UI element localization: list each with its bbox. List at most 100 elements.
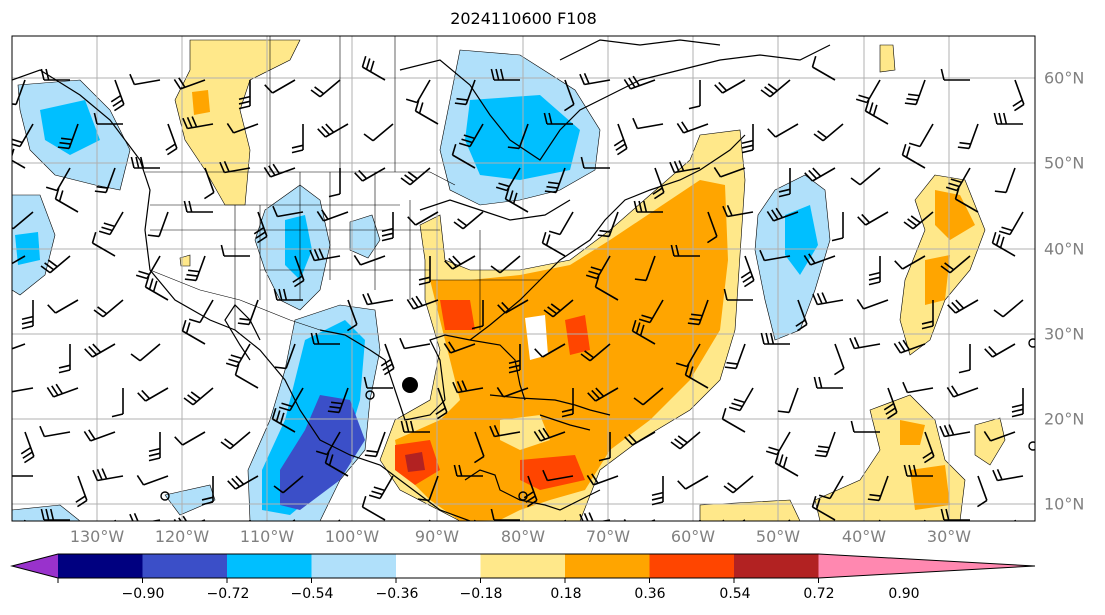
wind-barb-icon (490, 255, 521, 274)
positive-strong-core (440, 300, 475, 330)
wind-barb-icon (263, 163, 296, 178)
wind-barb-icon (803, 253, 836, 266)
wind-barb-icon (292, 255, 305, 288)
wind-barb-icon (310, 332, 340, 345)
wind-barb-icon (939, 424, 971, 438)
wind-barb-icon (183, 200, 213, 213)
wind-barb-icon (327, 387, 349, 414)
wind-barb-icon (94, 167, 116, 194)
calm-circle-icon (365, 390, 375, 400)
storm-center-icon (402, 377, 418, 393)
wind-barb-icon (766, 207, 799, 222)
wind-barb-icon (760, 79, 791, 98)
positive-core (192, 90, 210, 115)
colorbar-segment (58, 554, 143, 578)
wind-barb-icon (765, 431, 791, 456)
wind-barb-icon (922, 431, 935, 464)
wind-barb-icon (174, 431, 206, 446)
wind-barb-icon (759, 249, 791, 262)
wind-barb-icon (774, 451, 799, 477)
colorbar-tick: −0.90 (121, 586, 165, 602)
negative-region (12, 504, 81, 521)
lat-label: 40°N (1044, 239, 1085, 259)
wind-barb-icon (651, 476, 664, 506)
lat-label: 60°N (1044, 68, 1085, 88)
wind-barb-icon (20, 431, 35, 464)
lat-label: 20°N (1044, 409, 1085, 429)
positive-core (900, 420, 925, 445)
wind-barb-icon (902, 381, 934, 394)
wind-barb-icon (182, 116, 214, 130)
wind-barb-icon (984, 343, 1016, 358)
wind-barb-icon (201, 476, 214, 506)
wind-barb-icon (850, 167, 881, 186)
wind-barb-icon (495, 167, 521, 192)
wind-barb-icon (489, 425, 521, 438)
colorbar-segment (649, 554, 735, 578)
wind-barb-icon (767, 123, 799, 138)
wind-barb-icon (983, 431, 1016, 442)
wind-barb-icon (811, 495, 836, 521)
wind-barb-icon (454, 79, 476, 106)
wind-barb-icon (1011, 388, 1024, 418)
wind-barb-icon (893, 339, 926, 354)
wind-barb-icon (623, 75, 656, 90)
wind-barb-icon (227, 475, 259, 490)
shaded-anomaly-regions (12, 39, 1006, 521)
wind-barb-icon (111, 388, 124, 418)
wind-barb-icon (713, 167, 746, 178)
wind-barb-icon (548, 211, 574, 236)
wind-barb-icon (347, 299, 358, 332)
colorbar-extend-low (12, 554, 58, 578)
wind-barb-icon (811, 55, 836, 81)
wind-barb-icon (148, 432, 161, 462)
wind-barb-icon (923, 519, 926, 521)
lon-label: 130°W (69, 527, 125, 546)
negative-core (285, 215, 312, 280)
map-title: 2024110600 F108 (450, 9, 597, 28)
wind-barb-icon (670, 244, 700, 257)
wind-barb-icon (220, 431, 251, 450)
wind-barb-icon (818, 475, 844, 500)
wind-barb-icon (856, 299, 889, 310)
wind-barb-icon (12, 343, 26, 350)
wind-barb-icon (855, 79, 881, 104)
wind-barb-icon (868, 256, 881, 286)
wind-barb-icon (368, 475, 394, 500)
wind-barb-icon (586, 473, 619, 486)
wind-barb-icon (857, 211, 889, 226)
wind-barb-icon (490, 68, 520, 81)
calm-circle-icon (1028, 441, 1035, 451)
colorbar-segment (396, 554, 481, 578)
wind-barb-icon (652, 167, 665, 200)
wind-barb-icon (328, 168, 341, 198)
wind-barb-icon (864, 99, 889, 125)
wind-barb-icon (507, 123, 529, 150)
wind-barb-icon (814, 431, 836, 458)
wind-barb-icon (58, 344, 71, 374)
political-borders (145, 36, 540, 331)
wind-barb-icon (722, 205, 754, 218)
wind-barb-icon (363, 123, 394, 142)
wind-barb-icon (722, 519, 746, 521)
wind-barb-icon (940, 255, 971, 274)
wind-barb-icon (504, 187, 529, 213)
wind-barb-icon (597, 211, 619, 238)
lon-label: 60°W (670, 527, 716, 546)
wind-barb-icon (903, 211, 934, 230)
colorbar-tick: 0.54 (719, 586, 751, 602)
wind-barb-icon (992, 469, 1024, 482)
wind-barb-icon (451, 143, 476, 169)
lon-label: 30°W (926, 527, 972, 546)
wind-barb-icon (399, 337, 431, 350)
wind-barb-icon (238, 80, 251, 110)
colorbar-segment (227, 554, 312, 578)
wind-barb-icon (310, 79, 341, 98)
wind-barb-icon (921, 300, 934, 330)
wind-barb-icon (453, 464, 483, 477)
wind-barb-icon (670, 431, 701, 450)
wind-barb-icon (444, 255, 476, 270)
wind-barb-icon (91, 231, 116, 257)
wind-barb-icon (147, 211, 169, 238)
